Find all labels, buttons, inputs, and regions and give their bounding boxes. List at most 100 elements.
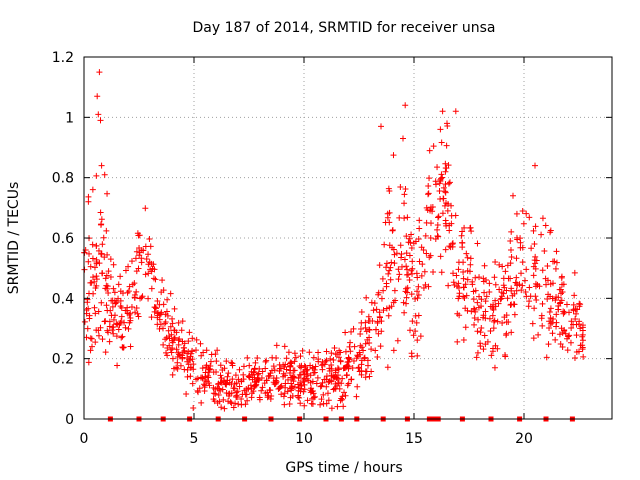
data-point [127, 343, 134, 350]
data-point [95, 111, 102, 118]
data-point [420, 246, 427, 253]
data-point [216, 385, 223, 392]
data-point [106, 323, 113, 330]
data-point [466, 268, 473, 275]
data-point [456, 290, 463, 297]
data-point [215, 391, 222, 398]
data-point [169, 371, 176, 378]
data-point [296, 394, 303, 401]
data-point [307, 379, 314, 386]
data-point [490, 325, 497, 332]
data-point [426, 175, 433, 182]
data-point [450, 270, 457, 277]
data-point [446, 243, 453, 250]
data-point [150, 275, 157, 282]
data-point [175, 319, 182, 326]
data-point [361, 354, 368, 361]
data-point [276, 385, 283, 392]
data-point [135, 265, 142, 272]
data-point [166, 342, 173, 349]
data-point [89, 241, 96, 248]
data-point [116, 321, 123, 328]
data-point [579, 342, 586, 349]
data-point [496, 261, 503, 268]
data-point [579, 337, 586, 344]
data-point [522, 289, 529, 296]
data-point [519, 207, 526, 214]
data-point [178, 327, 185, 334]
data-point [403, 294, 410, 301]
data-point [95, 332, 102, 339]
y-axis-label: SRMTID / TECUs [6, 182, 22, 295]
data-point [480, 346, 487, 353]
data-point [171, 335, 178, 342]
data-point [427, 252, 434, 259]
data-point [288, 383, 295, 390]
data-point [231, 385, 238, 392]
data-point [310, 354, 317, 361]
data-point [91, 278, 98, 285]
data-point [497, 296, 504, 303]
data-point [232, 372, 239, 379]
data-point [577, 325, 584, 332]
data-point [301, 402, 308, 409]
data-point [507, 302, 514, 308]
data-point [110, 285, 117, 292]
data-point [259, 368, 266, 375]
data-point [252, 359, 259, 366]
data-point [110, 261, 117, 268]
data-point [427, 235, 434, 242]
data-point [85, 198, 92, 205]
data-point [104, 190, 111, 197]
data-point [360, 347, 367, 354]
data-point [175, 337, 182, 344]
data-point [156, 325, 163, 332]
data-point [462, 281, 469, 288]
data-point [531, 305, 538, 312]
data-point [444, 207, 451, 214]
data-point [434, 226, 441, 233]
data-point [281, 390, 288, 397]
data-point [87, 263, 94, 270]
data-point [504, 295, 511, 302]
data-point [477, 340, 484, 347]
data-point [249, 371, 256, 378]
data-point [345, 380, 352, 387]
data-point [304, 397, 311, 404]
data-point [334, 351, 341, 358]
data-point [185, 338, 192, 345]
data-point [295, 375, 302, 382]
data-point [354, 383, 361, 390]
data-point [98, 270, 105, 277]
data-point [223, 358, 230, 365]
data-point [221, 405, 228, 412]
data-point [151, 266, 158, 273]
data-point [331, 345, 338, 352]
data-point [547, 227, 554, 234]
data-point [269, 354, 276, 361]
data-point [477, 329, 484, 336]
data-point [480, 278, 487, 285]
data-point [558, 274, 565, 281]
data-point [217, 372, 224, 379]
data-point [171, 327, 178, 334]
data-point [99, 241, 106, 248]
data-point [552, 336, 559, 343]
data-point [133, 248, 140, 255]
data-point [545, 291, 552, 298]
data-point [481, 332, 488, 339]
data-point [346, 343, 353, 350]
data-point [120, 344, 127, 351]
data-point [378, 318, 385, 325]
data-point [91, 304, 98, 311]
data-point [301, 362, 308, 369]
data-point [442, 188, 449, 195]
data-point [212, 390, 219, 397]
data-point [220, 396, 227, 403]
data-point [478, 325, 485, 332]
data-point [217, 362, 224, 369]
data-point [571, 292, 578, 299]
data-point [167, 323, 174, 330]
data-point [401, 215, 408, 222]
data-point [440, 195, 447, 202]
